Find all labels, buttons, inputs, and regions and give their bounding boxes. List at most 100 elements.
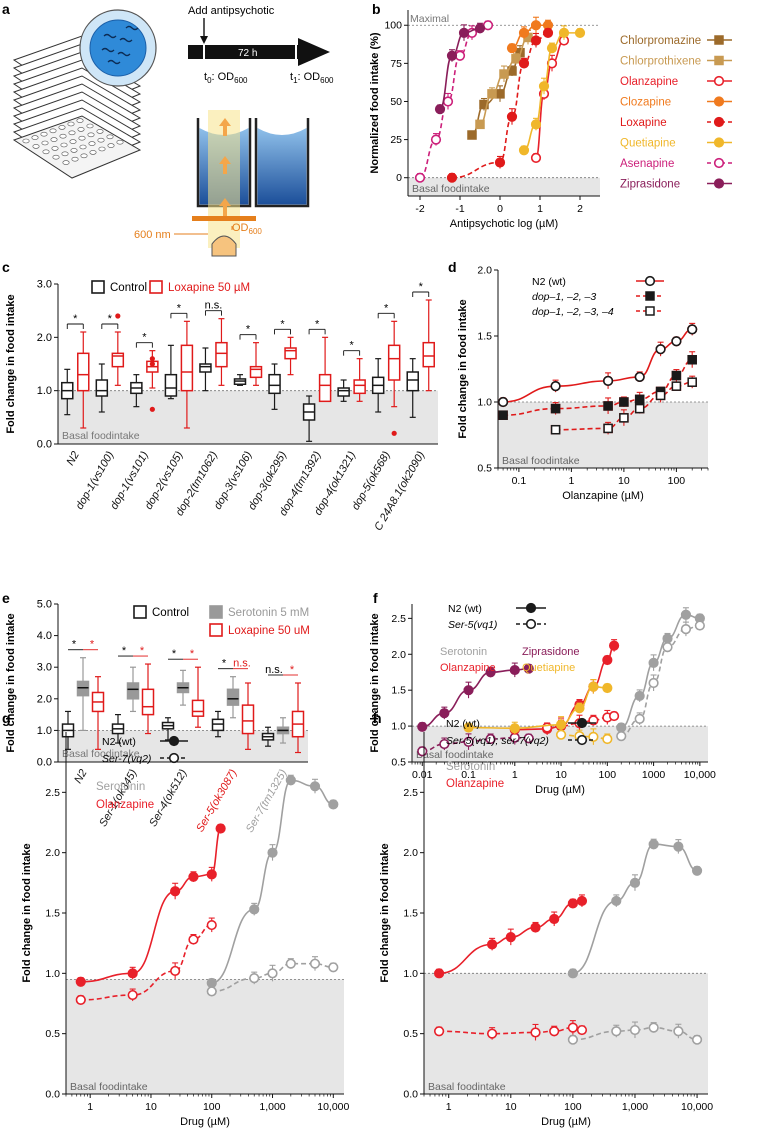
x-tick-label: 0.1 xyxy=(512,475,527,487)
data-point xyxy=(285,775,296,786)
data-point xyxy=(523,663,534,674)
y-tick-label: 3.0 xyxy=(37,279,52,291)
y-tick-label: 2.0 xyxy=(403,847,418,859)
data-point xyxy=(671,336,682,347)
data-point xyxy=(648,657,659,668)
data-point xyxy=(549,1026,560,1037)
data-point xyxy=(558,27,570,38)
data-point xyxy=(463,736,474,747)
legend-label: Serotonin 5 mM xyxy=(228,607,309,619)
data-point xyxy=(602,375,614,386)
plate-well xyxy=(97,137,105,143)
series-line xyxy=(572,1026,698,1041)
plate-well xyxy=(52,154,60,160)
x-tick-label: 0.1 xyxy=(461,769,476,781)
data-point xyxy=(546,43,558,54)
drug-label: Quetiapine xyxy=(522,662,575,674)
legend-marker xyxy=(91,280,105,294)
legend-label: Loxapine 50 µM xyxy=(168,282,250,294)
data-point xyxy=(188,871,199,882)
data-point xyxy=(550,403,561,414)
series-line xyxy=(439,1026,583,1035)
y-tick-label: 0.0 xyxy=(403,1089,418,1101)
significance-mark: * xyxy=(290,664,295,676)
data-point xyxy=(538,81,550,92)
x-tick-label: 100 xyxy=(599,769,617,781)
legend-label: Chlorprothixene xyxy=(620,56,701,68)
outlier-point xyxy=(149,361,155,367)
data-point xyxy=(511,54,521,64)
x-tick-label: 1 xyxy=(446,1101,452,1113)
box-rect xyxy=(111,352,125,368)
data-point xyxy=(530,119,542,130)
box-rect xyxy=(226,688,240,706)
data-point xyxy=(487,89,497,99)
data-point xyxy=(680,609,692,620)
data-point xyxy=(206,986,217,997)
legend-marker xyxy=(168,735,180,747)
data-point xyxy=(505,932,516,943)
data-point xyxy=(567,1034,578,1045)
y-tick-label: 1.0 xyxy=(37,725,52,737)
panel-label-c: c xyxy=(2,259,10,275)
legend-marker xyxy=(714,55,724,66)
x-tick-label: 10 xyxy=(505,1101,517,1113)
data-point xyxy=(567,968,578,979)
drug-label: Serotonin xyxy=(440,646,487,658)
data-point xyxy=(499,69,509,79)
legend-label: Ziprasidone xyxy=(620,179,680,191)
legend-label: N2 (wt) xyxy=(102,736,136,748)
series-line xyxy=(439,27,481,110)
box-rect xyxy=(406,371,419,392)
maximal-label: Maximal xyxy=(410,13,449,25)
x-tick-label: 1 xyxy=(87,1101,93,1113)
y-tick-label: 3.0 xyxy=(37,662,52,674)
plate-well xyxy=(31,135,39,140)
data-point xyxy=(433,1026,445,1037)
plate-well xyxy=(76,118,84,123)
y-axis-label: Fold change in food intake xyxy=(457,299,469,438)
significance-mark: * xyxy=(349,340,354,352)
data-point xyxy=(629,877,641,888)
data-point xyxy=(671,370,682,381)
data-point xyxy=(603,423,613,434)
x-tick-label: 100 xyxy=(564,1101,582,1113)
data-point xyxy=(267,968,278,979)
data-point xyxy=(487,939,498,950)
data-point xyxy=(206,919,217,931)
plate-well xyxy=(78,135,86,141)
y-axis-label: Fold change in food intake xyxy=(369,613,381,752)
data-point xyxy=(170,886,181,897)
y-tick-label: 5.0 xyxy=(37,599,52,611)
data-point xyxy=(463,685,474,696)
basal-region xyxy=(408,177,600,196)
data-point xyxy=(530,922,541,933)
x-tick-label: -2 xyxy=(415,203,424,215)
data-point xyxy=(608,710,620,722)
y-tick-label: 2.0 xyxy=(45,847,60,859)
data-point xyxy=(611,1026,622,1037)
plate-well xyxy=(22,138,30,144)
data-point xyxy=(673,1026,684,1037)
worm-icons xyxy=(101,25,139,65)
data-point xyxy=(309,958,321,969)
x-axis-label: Olanzapine (µM) xyxy=(562,490,644,502)
add-antipsychotic-label: Add antipsychotic xyxy=(188,5,275,17)
data-point xyxy=(267,847,278,858)
basal-region xyxy=(498,402,708,468)
plate-well xyxy=(67,121,75,127)
data-point xyxy=(467,130,477,140)
box-rect xyxy=(337,387,350,397)
plate-well xyxy=(32,144,40,149)
significance-mark: * xyxy=(280,318,285,330)
significance-mark: * xyxy=(190,648,195,660)
plate-well xyxy=(68,130,76,136)
data-point xyxy=(475,119,485,130)
box-rect xyxy=(77,352,90,392)
x-tick-label: 100 xyxy=(668,475,686,487)
data-point xyxy=(530,152,542,163)
well-zoom-liquid xyxy=(89,19,147,77)
timeline-arrowhead xyxy=(298,38,330,66)
drug-label: Serotonin xyxy=(446,761,495,773)
data-point xyxy=(555,719,567,730)
